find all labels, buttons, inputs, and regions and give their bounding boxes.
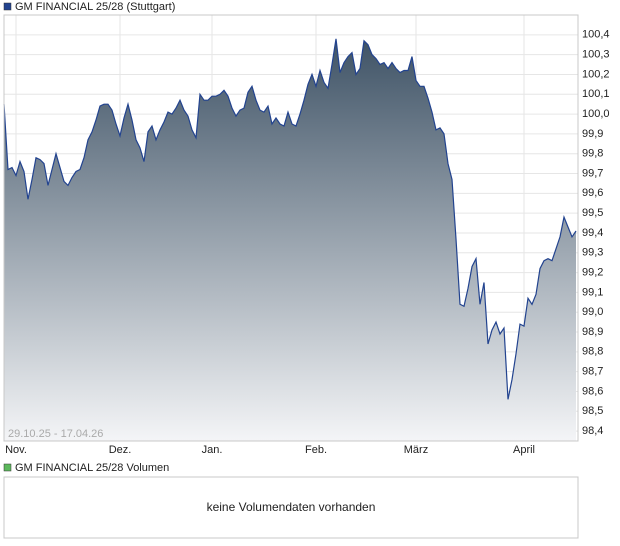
y-tick-label: 98,8 (582, 346, 603, 358)
y-tick-label: 99,0 (582, 306, 603, 318)
price-line (3, 38, 577, 400)
date-range: 29.10.25 - 17.04.26 (8, 428, 103, 440)
y-tick-label: 100,0 (582, 108, 610, 120)
volume-frame (3, 476, 579, 539)
legend-label: GM FINANCIAL 25/28 (Stuttgart) (15, 1, 175, 13)
y-tick-label: 99,7 (582, 167, 603, 179)
y-tick-label: 98,7 (582, 366, 603, 378)
y-tick-label: 98,9 (582, 326, 603, 338)
y-tick-label: 99,8 (582, 148, 603, 160)
legend-swatch (3, 463, 12, 472)
x-tick-label: Feb. (305, 444, 327, 456)
legend-swatch (3, 2, 12, 11)
volume-message: keine Volumendaten vorhanden (207, 500, 376, 514)
y-tick-label: 99,5 (582, 207, 603, 219)
y-tick-label: 100,4 (582, 29, 610, 41)
y-tick-label: 99,3 (582, 247, 603, 259)
y-tick-label: 99,4 (582, 227, 603, 239)
y-tick-label: 100,2 (582, 68, 610, 80)
x-tick-label: März (404, 444, 428, 456)
y-tick-label: 100,3 (582, 49, 610, 61)
x-tick-label: Dez. (109, 444, 132, 456)
plot-border (3, 14, 579, 442)
x-tick-label: Jan. (202, 444, 223, 456)
y-tick-label: 99,9 (582, 128, 603, 140)
y-tick-label: 98,4 (582, 425, 603, 437)
y-tick-label: 99,2 (582, 266, 603, 278)
x-tick-label: April (513, 444, 535, 456)
y-tick-label: 99,6 (582, 187, 603, 199)
x-tick-label: Nov. (5, 444, 27, 456)
y-tick-label: 98,6 (582, 385, 603, 397)
y-tick-label: 98,5 (582, 405, 603, 417)
legend-label: GM FINANCIAL 25/28 Volumen (15, 462, 169, 474)
y-tick-label: 100,1 (582, 88, 610, 100)
y-tick-label: 99,1 (582, 286, 603, 298)
marks (3, 38, 577, 442)
